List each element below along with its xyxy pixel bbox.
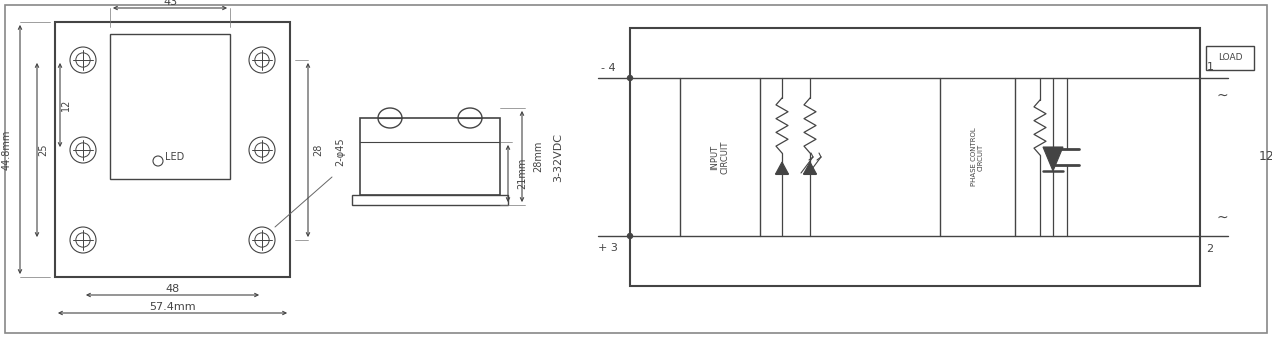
- Text: 48: 48: [165, 284, 179, 294]
- Text: 28mm: 28mm: [533, 141, 543, 172]
- Bar: [360, 118, 500, 195]
- Text: LED: LED: [165, 152, 184, 162]
- Polygon shape: [804, 162, 817, 174]
- Polygon shape: [1043, 147, 1063, 171]
- Bar: [940, 78, 1015, 236]
- Bar: [109, 34, 230, 179]
- Bar: [55, 22, 290, 277]
- Text: 2-φ45: 2-φ45: [335, 138, 345, 166]
- Text: INPUT
CIRCUIT: INPUT CIRCUIT: [710, 140, 730, 174]
- Polygon shape: [776, 162, 789, 174]
- Text: PHASE CONTROL
CIRCUIT: PHASE CONTROL CIRCUIT: [971, 128, 985, 186]
- Text: 28: 28: [313, 144, 323, 156]
- Bar: [352, 195, 508, 205]
- Text: 43: 43: [163, 0, 177, 7]
- Text: 1200: 1200: [1259, 150, 1272, 164]
- Text: 2: 2: [1206, 244, 1213, 254]
- Text: + 3: + 3: [598, 243, 618, 253]
- Text: 57.4mm: 57.4mm: [149, 302, 196, 312]
- Text: 25: 25: [38, 144, 48, 156]
- Text: LOAD: LOAD: [1217, 53, 1243, 63]
- Bar: [630, 28, 1199, 286]
- Circle shape: [627, 75, 632, 80]
- Bar: [681, 78, 759, 236]
- Text: 1: 1: [1207, 62, 1213, 72]
- Text: 21mm: 21mm: [516, 158, 527, 189]
- Text: 3-32VDC: 3-32VDC: [553, 132, 563, 182]
- Text: ~: ~: [1216, 211, 1227, 225]
- Bar: [1206, 46, 1254, 70]
- Circle shape: [627, 234, 632, 239]
- Text: 44.8mm: 44.8mm: [3, 129, 11, 170]
- Text: 12: 12: [61, 99, 71, 111]
- Text: - 4: - 4: [600, 63, 616, 73]
- Text: ~: ~: [1216, 89, 1227, 103]
